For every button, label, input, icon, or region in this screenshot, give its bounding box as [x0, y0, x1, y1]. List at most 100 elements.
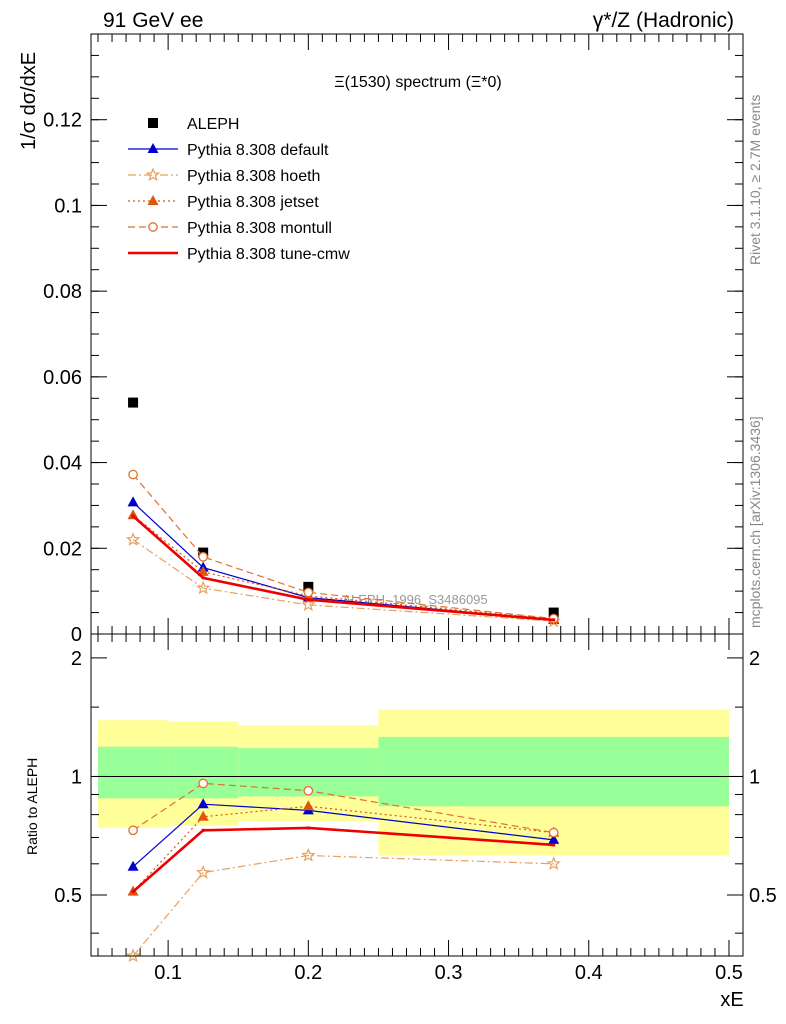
main-data-point	[128, 469, 138, 480]
main-series-line	[132, 474, 554, 620]
main-data-point	[197, 565, 209, 576]
x-tick-label: 0.4	[575, 962, 603, 984]
ratio-y-tick-label: 2	[71, 648, 82, 670]
legend-item: Pythia 8.308 hoeth	[128, 167, 320, 185]
ratio-y-tick-label: 0.5	[54, 885, 82, 907]
main-data-point	[306, 598, 310, 602]
ratio-data-point	[197, 810, 209, 821]
ratio-frame	[90, 633, 744, 957]
main-watermark: ALEPH_1996_S3486095	[342, 592, 487, 607]
main-data-point	[131, 514, 135, 518]
legend-item: Pythia 8.308 jetset	[128, 194, 319, 211]
legend-item: ALEPH	[148, 116, 239, 133]
ratio-data-point	[131, 890, 135, 894]
ratio-series-line	[132, 826, 554, 893]
ratio-data-point	[548, 827, 559, 838]
ratio-data-point	[301, 847, 316, 862]
y-axis-label: 1/σ dσ/dxE	[18, 52, 40, 150]
main-data-point	[548, 607, 559, 618]
ratio-data-point	[303, 785, 314, 796]
header-right-label: γ*/Z (Hadronic)	[593, 9, 734, 32]
legend-marker	[148, 118, 158, 128]
main-series-line	[132, 539, 554, 622]
ratio-series-line	[132, 805, 554, 893]
main-data-point	[303, 581, 314, 592]
ratio-series-3	[128, 778, 559, 838]
ratio-data-point	[201, 828, 205, 832]
header-left-label: 91 GeV ee	[103, 9, 203, 32]
main-data-point	[303, 587, 314, 598]
ratio-y-tick-label-right: 1	[749, 766, 760, 788]
ratio-y-axis-label: Ratio to ALEPH	[24, 758, 40, 855]
ratio-y-tick-label-right: 2	[749, 648, 760, 670]
ratio-series-line	[132, 803, 554, 868]
main-data-point	[195, 580, 211, 595]
y-tick-label: 0.06	[43, 367, 82, 389]
main-series-line	[132, 515, 554, 622]
ratio-series-group	[125, 778, 561, 963]
ratio-inner-band	[378, 736, 729, 807]
y-tick-label: 0.08	[43, 281, 82, 303]
y-tick-label: 0	[71, 624, 82, 646]
chart-title: Ξ(1530) spectrum (Ξ*0)	[334, 74, 502, 91]
ratio-series-4	[131, 826, 556, 894]
ratio-data-point	[128, 825, 138, 836]
x-tick-label: 0.2	[294, 962, 322, 984]
ratio-series-line	[132, 854, 554, 957]
ratio-inner-band	[98, 746, 169, 799]
legend-label: Pythia 8.308 default	[187, 142, 329, 159]
y-tick-label: 0.02	[43, 538, 82, 560]
main-data-point	[301, 597, 316, 612]
ratio-y-tick-label-right: 0.5	[749, 885, 777, 907]
y-tick-label: 0.1	[54, 195, 82, 217]
watermark-label: ALEPH_1996_S3486095	[342, 592, 487, 607]
main-series-0	[128, 397, 559, 618]
main-data-point	[201, 576, 205, 580]
ratio-series-0	[127, 798, 560, 871]
legend-marker	[147, 195, 159, 205]
ratio-data-point	[546, 856, 561, 870]
legend-item: Pythia 8.308 tune-cmw	[128, 246, 350, 263]
y-tick-label: 0.04	[43, 453, 82, 475]
x-tick-label: 0.5	[715, 962, 743, 984]
ratio-series-1	[125, 847, 561, 963]
ratio-data-point	[127, 860, 139, 871]
legend-label: Pythia 8.308 hoeth	[187, 168, 320, 185]
mcplots-label: mcplots.cern.ch [arXiv:1306.3436]	[747, 416, 763, 628]
x-tick-label: 0.3	[435, 962, 463, 984]
main-series-5	[131, 514, 556, 622]
legend-marker	[145, 167, 161, 182]
ratio-data-point	[306, 826, 310, 830]
ratio-y-tick-label: 1	[71, 766, 82, 788]
x-tick-label: 0.1	[154, 962, 182, 984]
main-data-point	[125, 532, 141, 546]
legend-label: Pythia 8.308 tune-cmw	[187, 246, 350, 263]
main-data-point	[552, 618, 556, 622]
ratio-inner-band	[168, 746, 239, 799]
ratio-data-point	[552, 843, 556, 847]
main-series-2	[125, 532, 561, 628]
ratio-data-point	[198, 778, 209, 789]
ratio-bands	[91, 709, 743, 856]
ratio-data-point	[548, 833, 560, 844]
ratio-axes: 0.5 0.5 1 1 2 2 0.1 0.2 0.3 0.4 0.5	[54, 633, 777, 984]
main-data-point	[127, 496, 139, 507]
main-series-line	[132, 514, 554, 620]
legend-item: Pythia 8.308 default	[128, 142, 329, 159]
legend-label: ALEPH	[187, 116, 239, 133]
y-tick-label: 0.12	[43, 110, 82, 132]
legend-label: Pythia 8.308 montull	[187, 220, 332, 237]
x-axis-label: xE	[720, 989, 743, 1011]
ratio-series-line	[132, 782, 554, 834]
ratio-data-point	[125, 948, 141, 963]
legend-item: Pythia 8.308 montull	[128, 220, 332, 237]
legend-marker	[148, 222, 158, 232]
ratio-data-point	[302, 800, 314, 811]
legend-marker	[147, 143, 159, 153]
legend-label: Pythia 8.308 jetset	[187, 194, 319, 211]
ratio-data-point	[195, 864, 211, 879]
ratio-data-point	[197, 798, 209, 809]
rivet-version-label: Rivet 3.1.10, ≥ 2.7M events	[747, 95, 763, 265]
main-data-point	[198, 552, 209, 562]
